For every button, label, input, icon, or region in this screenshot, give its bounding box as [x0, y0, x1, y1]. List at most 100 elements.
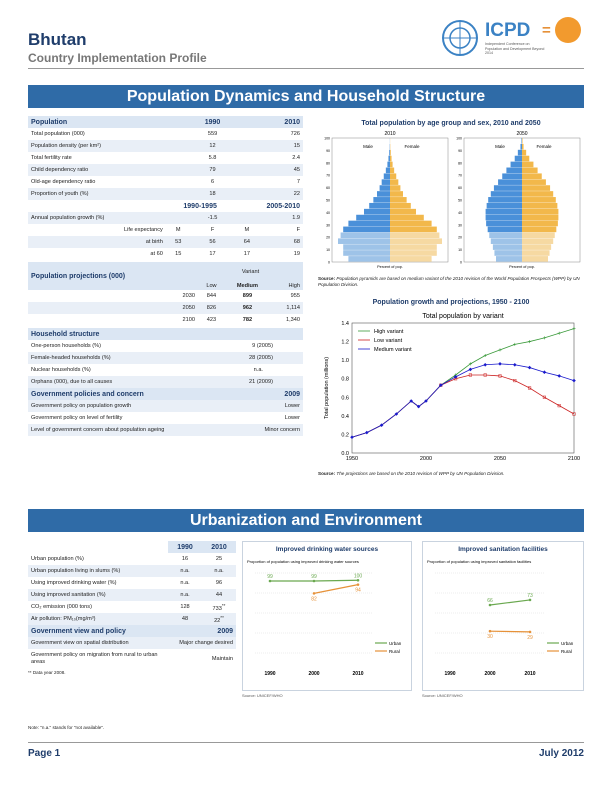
chart-inner-title: Total population by variant	[422, 313, 503, 320]
age-tick: 70	[458, 174, 462, 178]
female-bar	[390, 149, 391, 156]
age-tick: 70	[326, 174, 330, 178]
cell: 826	[198, 302, 225, 314]
female-label: Female	[404, 144, 420, 149]
row-label: Population density (per km²)	[28, 140, 166, 152]
row-label: Government policy on level of fertility	[31, 415, 123, 421]
y-tick: 0.6	[341, 395, 349, 401]
x-tick: 1950	[346, 456, 358, 462]
row-label: Annual population growth (%)	[28, 212, 166, 224]
data-point	[572, 327, 576, 331]
cell: 45	[259, 164, 303, 176]
data-point	[468, 373, 472, 377]
col-high: High	[269, 282, 303, 290]
age-tick: 10	[326, 248, 330, 252]
cell: 25	[215, 556, 223, 562]
cell: Minor concern	[223, 424, 303, 436]
female-bar	[390, 214, 424, 221]
age-tick: 100	[324, 137, 330, 141]
male-label: Male	[363, 144, 373, 149]
pyramid-year-label: 2050	[516, 131, 527, 137]
y-tick: 1.2	[341, 340, 349, 346]
row-label: Child dependency ratio	[28, 164, 166, 176]
sanitation-chart: Proportion of population using improved …	[427, 559, 574, 677]
male-bar	[514, 155, 522, 162]
male-bar	[498, 179, 522, 185]
data-point	[394, 412, 399, 416]
row-label: Total population (000)	[31, 131, 85, 137]
male-bar	[489, 232, 522, 239]
age-tick: 40	[458, 211, 462, 215]
female-bar	[390, 155, 392, 162]
row-label: Total fertility rate	[31, 155, 72, 161]
male-bar	[364, 208, 390, 215]
y-tick: 0.2	[341, 432, 349, 438]
data-point	[498, 374, 502, 378]
rural-point	[312, 592, 316, 595]
male-bar	[487, 226, 522, 233]
cell: Lower	[284, 415, 300, 421]
row-label: at 60	[150, 251, 163, 257]
cell: 1.9	[259, 212, 303, 224]
data-point	[557, 404, 561, 408]
rural-line	[489, 630, 531, 633]
female-bar	[522, 161, 534, 168]
y-tick: 0.8	[341, 377, 349, 383]
age-tick: 10	[458, 248, 462, 252]
cell: M	[244, 227, 250, 233]
row-label: 2030	[182, 293, 195, 299]
row-label: Using improved sanitation (%)	[28, 589, 168, 601]
x-tick: 1990	[264, 671, 275, 677]
data-point	[528, 340, 532, 344]
cell: 7	[296, 179, 300, 185]
data-point	[542, 395, 546, 399]
male-bar	[348, 256, 390, 262]
female-bar	[522, 232, 555, 239]
cell: 22	[259, 188, 303, 200]
female-bar	[522, 143, 524, 150]
cell: 17	[209, 251, 216, 257]
footnote-mark: **	[220, 614, 224, 620]
col-1990: 1990	[190, 116, 235, 128]
chart-subtitle: Proportion of population using improved …	[427, 559, 531, 564]
data-point	[513, 362, 517, 367]
rural-value-label: 30	[487, 634, 493, 640]
cell: 21 (2009)	[223, 376, 303, 388]
logo-tagline: Independent Conference on Population and…	[485, 42, 545, 56]
male-bar	[388, 155, 390, 162]
source-label: Source:	[318, 276, 336, 281]
female-bar	[522, 149, 527, 156]
cell: 56	[190, 236, 235, 248]
projections-heading: Population projections (000)	[28, 262, 198, 290]
x-tick: 2010	[352, 671, 363, 677]
age-tick: 20	[326, 236, 330, 240]
data-point	[424, 399, 428, 403]
male-bar	[385, 167, 390, 174]
y-axis-label: Total population (millions)	[324, 357, 330, 419]
variant-label: Variant	[198, 262, 303, 282]
age-tick: 80	[458, 161, 462, 165]
data-point	[572, 412, 576, 416]
cell: 16	[181, 556, 189, 562]
urban-value-label: 73	[527, 593, 533, 599]
male-bar	[381, 179, 390, 185]
age-tick: 60	[326, 186, 330, 190]
female-bar	[390, 179, 399, 185]
male-bar	[496, 256, 522, 262]
source-label: Source:	[318, 471, 336, 476]
cell: 18	[190, 188, 235, 200]
row-label: Urban population living in slums (%)	[28, 565, 168, 577]
x-tick: 2010	[524, 671, 535, 677]
male-bar	[356, 214, 390, 221]
age-tick: 100	[456, 137, 462, 141]
row-label: at birth	[28, 236, 166, 248]
footnote: ** Data year 2008.	[28, 670, 66, 675]
urban-line	[489, 599, 531, 606]
data-point	[483, 362, 487, 367]
female-bar	[522, 155, 530, 162]
cell: 1,340	[286, 317, 300, 323]
rural-value-label: 82	[311, 596, 317, 602]
male-bar	[486, 202, 522, 209]
y-tick: 1.4	[341, 321, 349, 327]
data-point	[513, 342, 517, 346]
